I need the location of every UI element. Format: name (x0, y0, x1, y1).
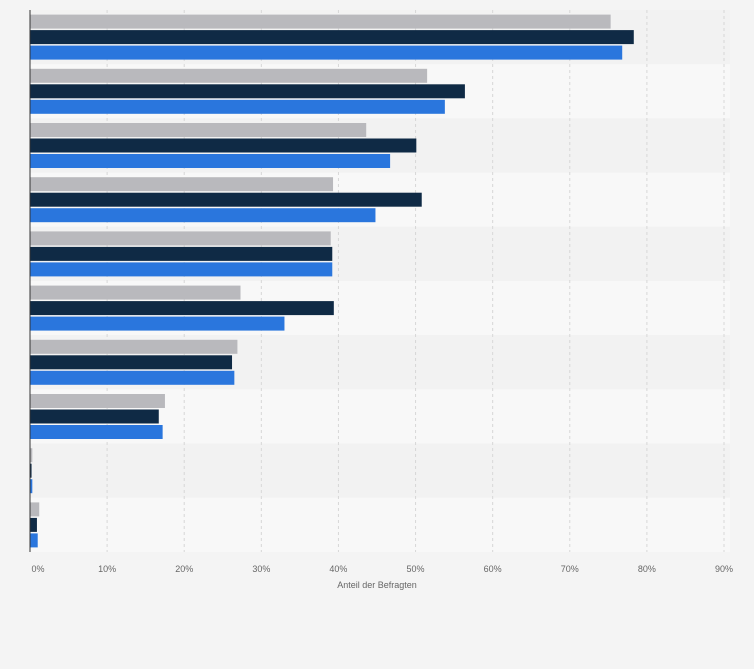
bar[interactable] (30, 425, 163, 439)
bar[interactable] (30, 517, 37, 532)
bar[interactable] (30, 355, 233, 370)
x-tick-label: 70% (561, 564, 579, 574)
x-tick-label: 60% (484, 564, 502, 574)
x-axis-tick-labels: 0% 10% 20% 30% 40% 50% 60% 70% 80% 90% (31, 564, 733, 574)
bar[interactable] (30, 123, 367, 137)
x-tick-label: 20% (175, 564, 193, 574)
bar[interactable] (30, 301, 334, 316)
category-band (30, 443, 730, 498)
bar[interactable] (30, 84, 465, 99)
bar[interactable] (30, 177, 334, 192)
x-tick-label: 90% (715, 564, 733, 574)
bar[interactable] (30, 208, 376, 223)
bar[interactable] (30, 316, 285, 331)
bar[interactable] (30, 192, 422, 207)
bar[interactable] (30, 68, 428, 83)
category-band (30, 497, 730, 552)
x-tick-label: 40% (329, 564, 347, 574)
bar[interactable] (30, 370, 235, 385)
bar[interactable] (30, 154, 391, 168)
bar[interactable] (30, 479, 33, 494)
x-tick-label: 50% (407, 564, 425, 574)
bar[interactable] (30, 14, 611, 29)
bar[interactable] (30, 502, 40, 517)
bar[interactable] (30, 533, 38, 548)
bar[interactable] (30, 30, 634, 45)
bars-layer (30, 14, 634, 548)
x-tick-label: 80% (638, 564, 656, 574)
bar[interactable] (30, 99, 445, 114)
x-tick-label: 30% (252, 564, 270, 574)
x-axis-title: Anteil der Befragten (337, 580, 417, 590)
bar[interactable] (30, 262, 333, 277)
bar[interactable] (30, 394, 165, 408)
bar[interactable] (30, 409, 159, 424)
x-tick-label: 10% (98, 564, 116, 574)
bar[interactable] (30, 339, 238, 354)
bar[interactable] (30, 231, 331, 246)
bar[interactable] (30, 285, 241, 300)
bar[interactable] (30, 448, 33, 463)
bar[interactable] (30, 138, 417, 153)
bar[interactable] (30, 45, 623, 60)
bar[interactable] (30, 463, 32, 478)
bar[interactable] (30, 246, 333, 261)
x-tick-label: 0% (31, 564, 44, 574)
